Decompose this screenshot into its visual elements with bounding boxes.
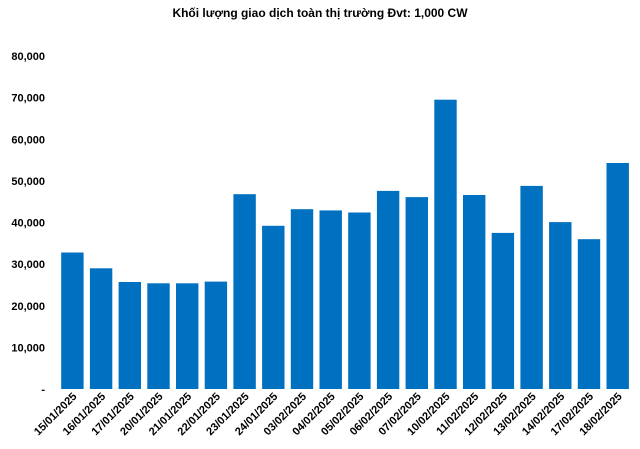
- bar: [233, 194, 256, 389]
- bar: [577, 239, 601, 389]
- bar: [549, 222, 572, 389]
- bar-series: [61, 99, 629, 389]
- bar: [520, 185, 543, 389]
- bar: [89, 268, 113, 389]
- y-tick-label: 40,000: [11, 218, 45, 230]
- bar: [606, 163, 629, 389]
- x-axis: 15/01/202516/01/202517/01/202520/01/2025…: [32, 391, 625, 438]
- y-tick-label: 60,000: [11, 134, 45, 146]
- y-tick-label: 20,000: [11, 301, 45, 313]
- bar: [262, 225, 285, 389]
- bar: [204, 281, 228, 389]
- bar: [405, 197, 428, 389]
- bar: [434, 99, 457, 389]
- chart-title: Khối lượng giao dịch toàn thị trường Đvt…: [172, 6, 468, 20]
- y-tick-label: 80,000: [11, 51, 45, 63]
- bar: [491, 232, 515, 389]
- bar: [176, 283, 199, 389]
- bar: [118, 282, 141, 389]
- y-tick-label: 70,000: [11, 93, 45, 105]
- bar: [319, 210, 342, 389]
- bar: [376, 190, 400, 389]
- bar: [61, 252, 84, 389]
- bar: [348, 212, 371, 389]
- y-tick-label: 50,000: [11, 176, 45, 188]
- bar: [463, 195, 486, 389]
- y-tick-label: -: [41, 384, 45, 396]
- y-axis: - 10,000 20,000 30,000 40,000 50,000 60,000 70,…: [11, 51, 45, 396]
- bar: [147, 283, 170, 389]
- y-tick-label: 30,000: [11, 259, 45, 271]
- bar: [290, 209, 314, 389]
- y-tick-label: 10,000: [11, 342, 45, 354]
